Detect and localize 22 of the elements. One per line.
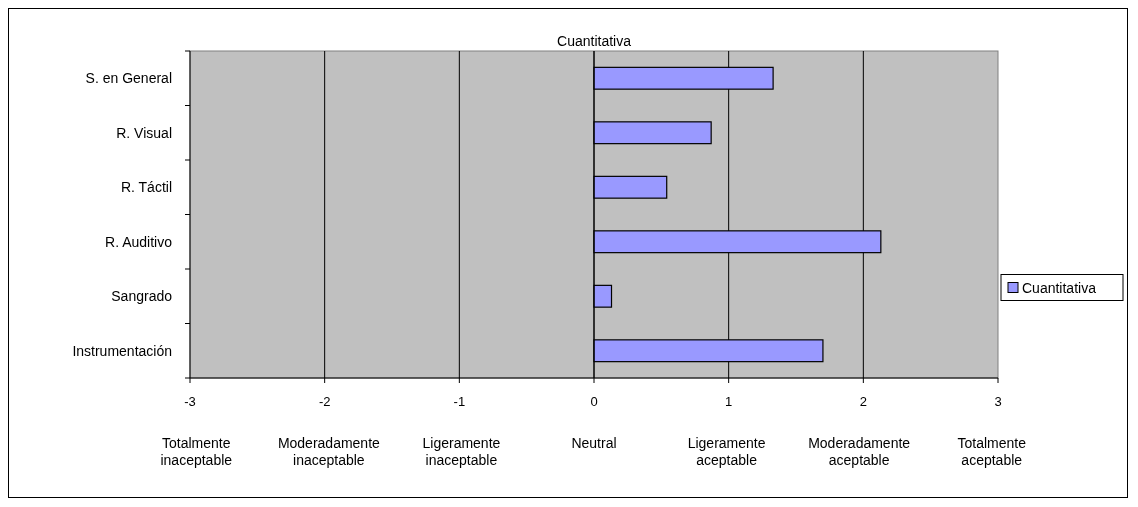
x-tick-label: 1	[725, 394, 733, 409]
x-tick-label: -2	[318, 394, 331, 409]
text: Moderadamente inaceptable	[277, 435, 381, 468]
y-tick-label: R. Visual	[116, 124, 172, 141]
y-tick-label: S. en General	[85, 70, 172, 87]
x-tick-label: -3	[184, 394, 196, 409]
x-tick-label: 2	[859, 394, 867, 409]
text: Ligeramente aceptable	[687, 435, 766, 468]
text: Neutral	[571, 435, 617, 451]
x-tick-label: 3	[994, 394, 1002, 409]
text: Totalmente aceptable	[957, 435, 1027, 468]
x-tick-label: -1	[453, 394, 466, 409]
y-tick-label: R. Táctil	[120, 179, 172, 196]
y-tick-label: Instrumentación	[72, 342, 172, 359]
text: Ligeramente inaceptable	[422, 435, 501, 468]
y-tick-label: Sangrado	[111, 288, 173, 305]
y-tick-label: R. Auditivo	[105, 233, 173, 250]
text: Totalmente inaceptable	[160, 435, 233, 468]
legend-label: Cuantitativa	[1022, 279, 1097, 296]
chart-title: Cuantitativa	[557, 33, 632, 49]
x-tick-label: 0	[590, 394, 598, 409]
text: Moderadamente aceptable	[808, 435, 911, 468]
